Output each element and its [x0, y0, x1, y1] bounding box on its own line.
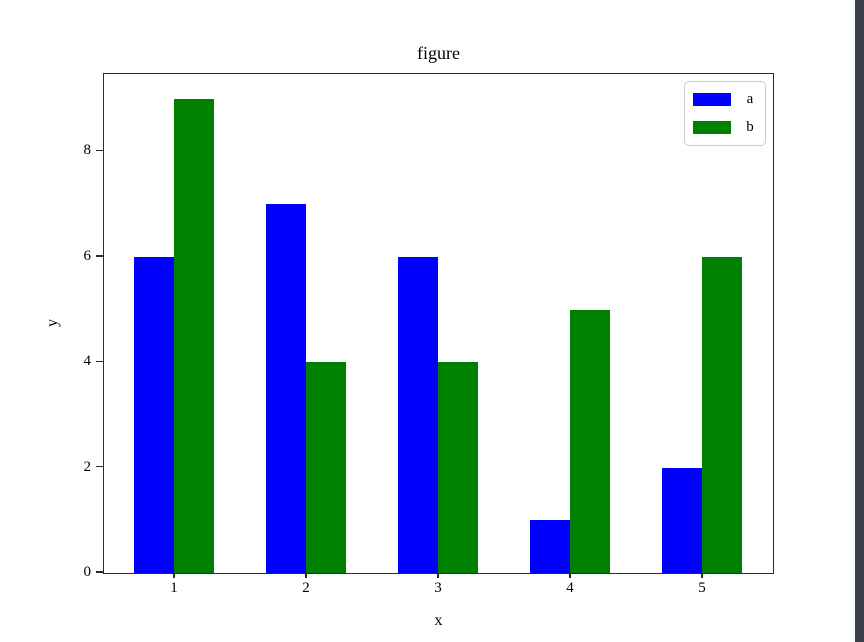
legend-swatch-b	[693, 121, 731, 134]
legend-label-a: a	[746, 91, 754, 107]
x-tick-3	[437, 573, 439, 578]
x-axis-label: x	[434, 612, 443, 629]
bar-a-x4	[530, 520, 570, 573]
legend-label-b: b	[746, 119, 754, 135]
bar-b-x4	[570, 309, 610, 573]
bar-a-x1	[134, 256, 174, 573]
y-tick-4	[96, 360, 103, 362]
y-tick-label-8: 8	[83, 142, 92, 159]
y-tick-label-4: 4	[83, 353, 92, 370]
y-tick-label-6: 6	[83, 247, 92, 264]
x-tick-4	[569, 573, 571, 578]
bar-a-x3	[398, 256, 438, 573]
legend-swatch-a	[693, 93, 731, 106]
bar-a-x5	[662, 467, 702, 573]
x-tick-5	[701, 573, 703, 578]
x-tick-label-3: 3	[434, 580, 442, 596]
x-tick-label-5: 5	[698, 580, 706, 596]
y-tick-0	[96, 571, 103, 573]
x-tick-label-1: 1	[170, 580, 178, 596]
y-tick-2	[96, 465, 103, 468]
chart-title: figure	[417, 43, 460, 63]
bar-b-x3	[438, 362, 478, 573]
x-tick-1	[173, 573, 175, 578]
y-tick-label-2: 2	[83, 458, 92, 475]
y-axis-label: y	[44, 319, 61, 327]
x-tick-2	[305, 573, 307, 578]
legend-item-b: b	[693, 120, 757, 135]
bar-b-x1	[174, 98, 214, 573]
legend-item-a: a	[693, 92, 757, 107]
y-tick-6	[96, 255, 103, 257]
x-tick-label-2: 2	[302, 580, 310, 596]
bar-a-x2	[266, 204, 306, 573]
bar-b-x2	[306, 362, 346, 573]
y-tick-label-0: 0	[83, 564, 92, 580]
bar-b-x5	[702, 256, 742, 573]
window-edge-strip	[855, 0, 864, 642]
y-tick-8	[96, 149, 103, 152]
x-tick-label-4: 4	[566, 580, 574, 596]
